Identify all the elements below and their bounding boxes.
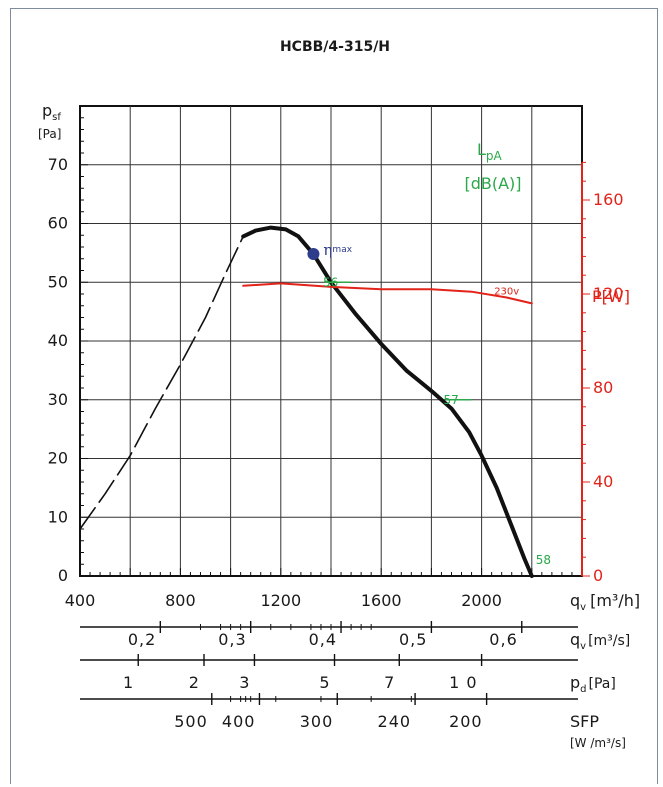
scale-tick-label-pd: 7	[384, 673, 395, 692]
power-axis-label: P[W]	[592, 287, 630, 306]
scale-tick-label-pd: 1 0	[449, 673, 477, 692]
scale-label-sub-pd: d	[580, 684, 586, 695]
power-series-label: 230v	[494, 287, 519, 298]
y-tick-label: 60	[48, 214, 68, 233]
y-tick-label: 30	[48, 390, 68, 409]
scale-tick-label-qv-m3s: 0,3	[218, 630, 246, 649]
power-tick-label: 40	[593, 472, 613, 491]
y-tick-label: 40	[48, 331, 68, 350]
series-pressure	[241, 225, 534, 578]
scale-tick-label-qv-m3s: 0,6	[489, 630, 517, 649]
sound-legend-unit: [dB(A)]	[464, 174, 521, 193]
scale-tick-label-pd: 5	[319, 673, 330, 692]
power-tick-label: 160	[593, 190, 624, 209]
y-tick-label: 50	[48, 272, 68, 291]
scale-label-pd: pd [Pa]	[570, 673, 616, 695]
x-tick-label: 1200	[260, 591, 301, 610]
x-axis-unit: [m³/h]	[590, 591, 640, 610]
scale-label-qv-m3s: qv [m³/s]	[570, 630, 630, 652]
eta-max-label: ηmax	[323, 241, 352, 259]
scale-tick-label-sfp: 200	[449, 712, 483, 731]
scale-tick-label-sfp: 400	[222, 712, 256, 731]
power-tick-label: 80	[593, 378, 613, 397]
chart-frame	[10, 8, 658, 784]
y-axis-label: psf	[42, 101, 61, 123]
y-tick-label: 20	[48, 449, 68, 468]
y-axis-label-sub: sf	[52, 112, 61, 123]
sound-level-label: 58	[536, 553, 551, 567]
eta-max-sub: max	[332, 245, 352, 255]
y-tick-label: 70	[48, 155, 68, 174]
scale-unit-pd: [Pa]	[589, 676, 616, 692]
sound-level-label: 57	[443, 393, 458, 407]
scale-label-sfp: SFP	[570, 712, 599, 731]
y-axis-unit: [Pa]	[38, 127, 61, 141]
sound-legend-sub: pA	[486, 149, 503, 163]
scale-tick-label-pd: 1	[123, 673, 134, 692]
scale-tick-label-sfp: 300	[300, 712, 334, 731]
y-tick-label: 0	[58, 566, 68, 585]
x-tick-label: 800	[165, 591, 196, 610]
chart-title: HCBB/4-315/H	[280, 39, 390, 55]
x-tick-label: 2000	[461, 591, 502, 610]
scale-unit-qv-m3s: [m³/s]	[588, 633, 630, 649]
eta-max-point	[307, 248, 320, 261]
scale-tick-label-pd: 3	[239, 673, 250, 692]
scale-tick-label-qv-m3s: 0,4	[309, 630, 337, 649]
series-layer	[79, 225, 534, 578]
power-tick-label: 120	[593, 284, 624, 303]
series-230v	[242, 282, 533, 305]
x-axis-label: qv [m³/h]	[570, 591, 640, 613]
x-axis-label-sub: v	[580, 602, 586, 613]
grid-lines	[80, 106, 582, 576]
scale-tick-label-qv-m3s: 0,5	[399, 630, 427, 649]
series-pressure-extrapolated	[79, 235, 244, 530]
scale-tick-label-pd: 2	[189, 673, 200, 692]
power-tick-label: 0	[593, 566, 603, 585]
sound-level-label: 56	[323, 275, 338, 289]
scale-tick-label-sfp: 240	[378, 712, 412, 731]
y-tick-label: 10	[48, 507, 68, 526]
x-tick-label: 400	[65, 591, 96, 610]
scale-tick-label-sfp: 500	[174, 712, 208, 731]
x-tick-label: 1600	[361, 591, 402, 610]
minor-ticks	[79, 105, 590, 577]
scale-tick-label-qv-m3s: 0,2	[128, 630, 156, 649]
scale-label-sub-qv-m3s: v	[580, 641, 586, 652]
scale-unit-sfp: [W /m³/s]	[570, 736, 626, 750]
secondary-scales: 0,2 0,3 0,4 0,5 0,6 qv [m³/s] 1 2 3 5 7 1 0 pd [Pa] 500…	[80, 621, 630, 750]
